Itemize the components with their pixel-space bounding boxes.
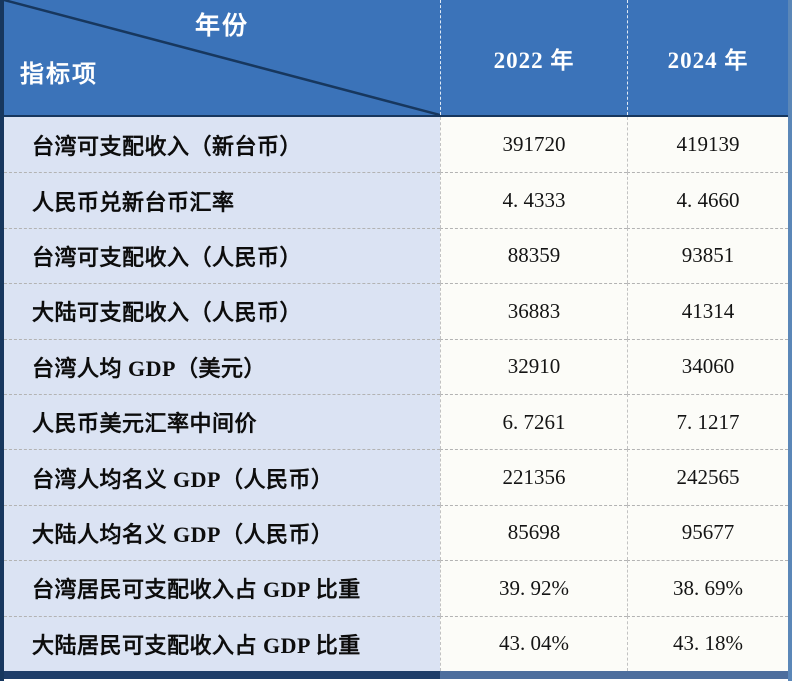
row-label-cell: 台湾人均名义 GDP（人民币）	[4, 449, 440, 505]
value-cell: 32910	[440, 338, 627, 394]
value-cell: 93851	[627, 227, 788, 284]
value-cell: 88359	[440, 227, 627, 284]
row-label-cell: 人民币美元汇率中间价	[4, 394, 440, 450]
value-cell: 95677	[627, 504, 788, 561]
value-cell: 43. 04%	[440, 615, 627, 671]
value-cell: 6. 7261	[440, 394, 627, 450]
row-label-cell: 台湾居民可支配收入占 GDP 比重	[4, 560, 440, 616]
table-body: 台湾可支配收入（新台币） 391720 419139 人民币兑新台币汇率 4. …	[4, 117, 788, 671]
column-header-2022: 2022 年	[440, 0, 627, 115]
corner-label-indicator: 指标项	[20, 62, 98, 88]
bottom-border-left-segment	[4, 671, 440, 679]
diagonal-divider-line	[4, 0, 440, 115]
column-header-2024: 2024 年	[627, 0, 788, 115]
value-cell: 36883	[440, 283, 627, 339]
value-cell: 43. 18%	[627, 615, 788, 671]
corner-header-cell: 年份 指标项	[4, 0, 440, 115]
row-label-cell: 大陆人均名义 GDP（人民币）	[4, 504, 440, 561]
row-label-cell: 人民币兑新台币汇率	[4, 172, 440, 228]
value-cell: 7. 1217	[627, 394, 788, 450]
value-cell: 4. 4660	[627, 172, 788, 228]
value-cell: 38. 69%	[627, 560, 788, 616]
row-label-cell: 大陆可支配收入（人民币）	[4, 283, 440, 339]
value-cell: 221356	[440, 449, 627, 505]
row-label-cell: 台湾可支配收入（人民币）	[4, 227, 440, 284]
corner-label-year: 年份	[194, 13, 249, 40]
row-label-cell: 台湾人均 GDP（美元）	[4, 338, 440, 394]
table-header-row: 年份 指标项 2022 年 2024 年	[4, 0, 788, 117]
value-cell: 242565	[627, 449, 788, 505]
value-cell: 34060	[627, 338, 788, 394]
table-bottom-border	[4, 671, 788, 679]
value-cell: 391720	[440, 117, 627, 173]
bottom-border-right-segment	[440, 671, 788, 679]
value-cell: 85698	[440, 504, 627, 561]
value-cell: 4. 4333	[440, 172, 627, 228]
value-cell: 39. 92%	[440, 560, 627, 616]
value-cell: 41314	[627, 283, 788, 339]
row-label-cell: 台湾可支配收入（新台币）	[4, 117, 440, 173]
value-cell: 419139	[627, 117, 788, 173]
row-label-cell: 大陆居民可支配收入占 GDP 比重	[4, 615, 440, 671]
